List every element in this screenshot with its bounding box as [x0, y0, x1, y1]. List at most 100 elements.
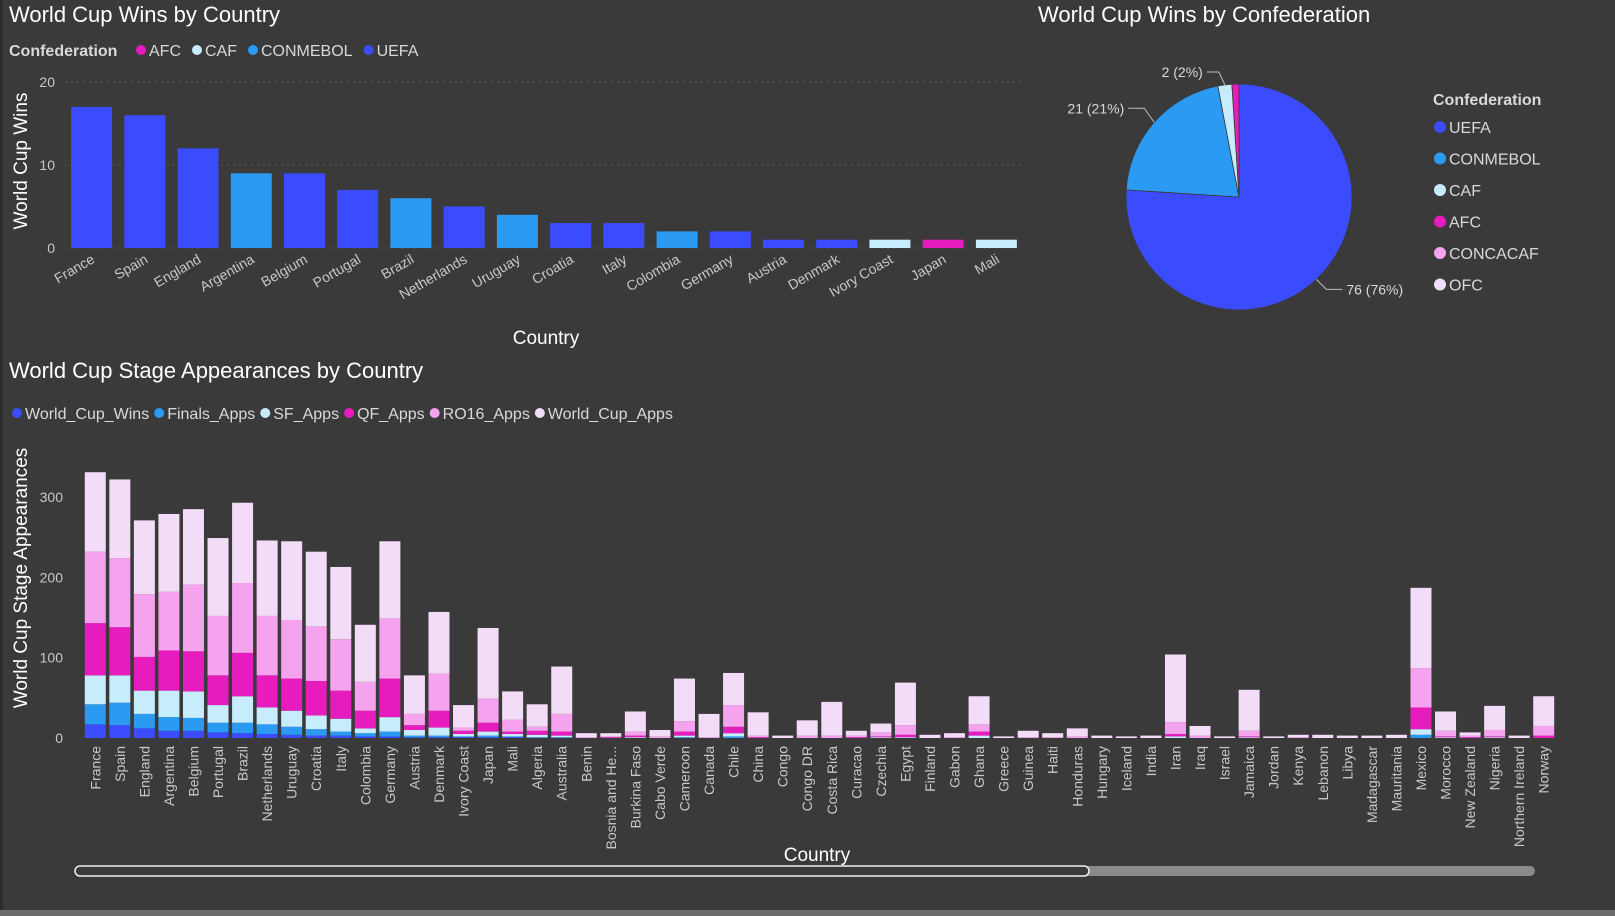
bar-croatia-finals-apps[interactable]	[305, 729, 327, 736]
bar-spain-world-cup-wins[interactable]	[109, 725, 131, 738]
bar-greece-world-cup-apps[interactable]	[993, 736, 1015, 738]
bar-denmark-qf-apps[interactable]	[428, 710, 450, 728]
legend-label-finals-apps[interactable]: Finals_Apps	[167, 406, 255, 423]
bar-portugal-world-cup-wins[interactable]	[207, 732, 229, 738]
bar-mali-qf-apps[interactable]	[502, 731, 524, 734]
bar-cameroon-finals-apps[interactable]	[673, 737, 695, 738]
bar-argentina-sf-apps[interactable]	[158, 690, 180, 718]
pie-legend-label-afc[interactable]: AFC	[1449, 215, 1481, 232]
bar-england-ro16-apps[interactable]	[133, 594, 155, 657]
bar-morocco-sf-apps[interactable]	[1435, 737, 1457, 738]
bar-chile-ro16-apps[interactable]	[723, 705, 745, 727]
bar-argentina-world-cup-wins[interactable]	[158, 730, 180, 738]
bar-curacao-ro16-apps[interactable]	[845, 735, 867, 738]
bar-austria-finals-apps[interactable]	[403, 735, 425, 738]
bar-costa-rica-ro16-apps[interactable]	[821, 735, 843, 738]
bar-honduras-ro16-apps[interactable]	[1066, 736, 1088, 738]
bar-austria-world-cup-wins[interactable]	[403, 737, 425, 738]
bar-bosnia-and-he-ro16-apps[interactable]	[600, 736, 622, 738]
bar-norway-qf-apps[interactable]	[1533, 735, 1555, 738]
bar-england-sf-apps[interactable]	[133, 690, 155, 714]
pie-legend-label-concacaf[interactable]: CONCACAF	[1449, 246, 1539, 263]
bar-croatia-qf-apps[interactable]	[305, 680, 327, 716]
bar-iceland-world-cup-apps[interactable]	[1115, 736, 1137, 738]
bar-benin-ro16-apps[interactable]	[575, 737, 597, 738]
bar-netherlands-finals-apps[interactable]	[256, 724, 278, 734]
bar-cameroon-world-cup-apps[interactable]	[673, 678, 695, 722]
legend-label-afc[interactable]: AFC	[149, 43, 181, 60]
bar-denmark[interactable]	[816, 239, 858, 248]
bar-canada-ro16-apps[interactable]	[698, 737, 720, 738]
bar-cameroon-ro16-apps[interactable]	[673, 721, 695, 732]
bar-burkina-faso-world-cup-apps[interactable]	[624, 711, 646, 732]
bar-cameroon-qf-apps[interactable]	[673, 731, 695, 736]
bar-ivory-coast-world-cup-apps[interactable]	[453, 705, 475, 728]
pie-legend-label-caf[interactable]: CAF	[1449, 183, 1481, 200]
bar-france-ro16-apps[interactable]	[84, 551, 106, 624]
bar-england-finals-apps[interactable]	[133, 713, 155, 729]
bar-curacao-world-cup-apps[interactable]	[845, 730, 867, 736]
bar-mexico-world-cup-apps[interactable]	[1410, 587, 1432, 669]
bar-burkina-faso-qf-apps[interactable]	[624, 735, 646, 738]
bar-belgium-world-cup-wins[interactable]	[182, 730, 204, 738]
bar-gabon-world-cup-apps[interactable]	[944, 733, 966, 738]
bar-japan-world-cup-apps[interactable]	[477, 627, 499, 699]
bar-iran-world-cup-apps[interactable]	[1164, 654, 1186, 722]
legend-marker-sf-apps[interactable]	[260, 408, 271, 418]
bar-ivory-coast-world-cup-wins[interactable]	[453, 737, 475, 738]
bar-australia-qf-apps[interactable]	[551, 731, 573, 736]
bar-curacao-qf-apps[interactable]	[845, 737, 867, 738]
bar-croatia-world-cup-wins[interactable]	[305, 735, 327, 738]
bar-algeria-world-cup-apps[interactable]	[526, 704, 548, 727]
bar-mauritania-world-cup-apps[interactable]	[1385, 734, 1407, 738]
pie-legend[interactable]: UEFA CONMEBOL CAF AFC CONCACAF OFC	[1434, 120, 1541, 295]
bar-norway-world-cup-apps[interactable]	[1533, 696, 1555, 726]
bar-austria-qf-apps[interactable]	[403, 725, 425, 730]
bar-brazil-world-cup-wins[interactable]	[232, 733, 254, 738]
bar-croatia[interactable]	[550, 223, 592, 248]
bar-england-world-cup-wins[interactable]	[133, 728, 155, 738]
legend-marker-ro16-apps[interactable]	[429, 408, 440, 418]
bar-italy-qf-apps[interactable]	[330, 690, 352, 719]
bar-costa-rica-world-cup-apps[interactable]	[821, 701, 843, 736]
bar-china-qf-apps[interactable]	[747, 737, 769, 738]
bar-brazil-ro16-apps[interactable]	[232, 583, 254, 653]
bar-belgium-finals-apps[interactable]	[182, 717, 204, 731]
bar-mexico-qf-apps[interactable]	[1410, 707, 1432, 730]
bar-france-qf-apps[interactable]	[84, 623, 106, 676]
bar-austria[interactable]	[763, 239, 804, 248]
bar-chile-world-cup-apps[interactable]	[723, 672, 745, 706]
bar-ivory-coast-qf-apps[interactable]	[453, 730, 475, 734]
stage-appearances-legend[interactable]: World_Cup_Wins Finals_Apps SF_Apps QF_Apps R…	[12, 406, 673, 423]
bar-belgium-world-cup-apps[interactable]	[182, 509, 204, 585]
bar-cabo-verde-ro16-apps[interactable]	[649, 736, 671, 738]
bar-italy-sf-apps[interactable]	[330, 718, 352, 732]
bar-colombia-ro16-apps[interactable]	[354, 681, 376, 711]
bar-mali-world-cup-apps[interactable]	[502, 691, 524, 720]
bar-mali[interactable]	[975, 239, 1017, 248]
bar-italy-ro16-apps[interactable]	[330, 639, 352, 691]
bar-france-finals-apps[interactable]	[84, 704, 106, 725]
bar-colombia-world-cup-wins[interactable]	[354, 736, 376, 738]
bar-brazil[interactable]	[390, 198, 432, 248]
bar-italy-world-cup-wins[interactable]	[330, 735, 352, 738]
bar-argentina-ro16-apps[interactable]	[158, 591, 180, 651]
bar-burkina-faso-sf-apps[interactable]	[624, 737, 646, 738]
bar-italy-world-cup-apps[interactable]	[330, 566, 352, 640]
bar-egypt-world-cup-apps[interactable]	[894, 682, 916, 726]
bar-argentina-finals-apps[interactable]	[158, 717, 180, 731]
legend-marker-world-cup-wins[interactable]	[12, 408, 22, 418]
pie-slices[interactable]	[1125, 83, 1353, 311]
bar-spain-sf-apps[interactable]	[109, 675, 131, 703]
bar-czechia-qf-apps[interactable]	[870, 736, 892, 738]
bar-ghana-world-cup-apps[interactable]	[968, 696, 990, 725]
bar-austria-ro16-apps[interactable]	[403, 713, 425, 726]
legend-label-qf-apps[interactable]: QF_Apps	[357, 406, 425, 423]
bar-egypt-qf-apps[interactable]	[894, 734, 916, 738]
bar-uruguay-ro16-apps[interactable]	[281, 619, 303, 679]
bar-argentina-qf-apps[interactable]	[158, 650, 180, 691]
legend-label-world-cup-apps[interactable]: World_Cup_Apps	[548, 406, 673, 423]
bar-uruguay-world-cup-apps[interactable]	[281, 541, 303, 620]
bar-haiti-ro16-apps[interactable]	[1042, 737, 1064, 738]
bar-england[interactable]	[177, 148, 219, 248]
